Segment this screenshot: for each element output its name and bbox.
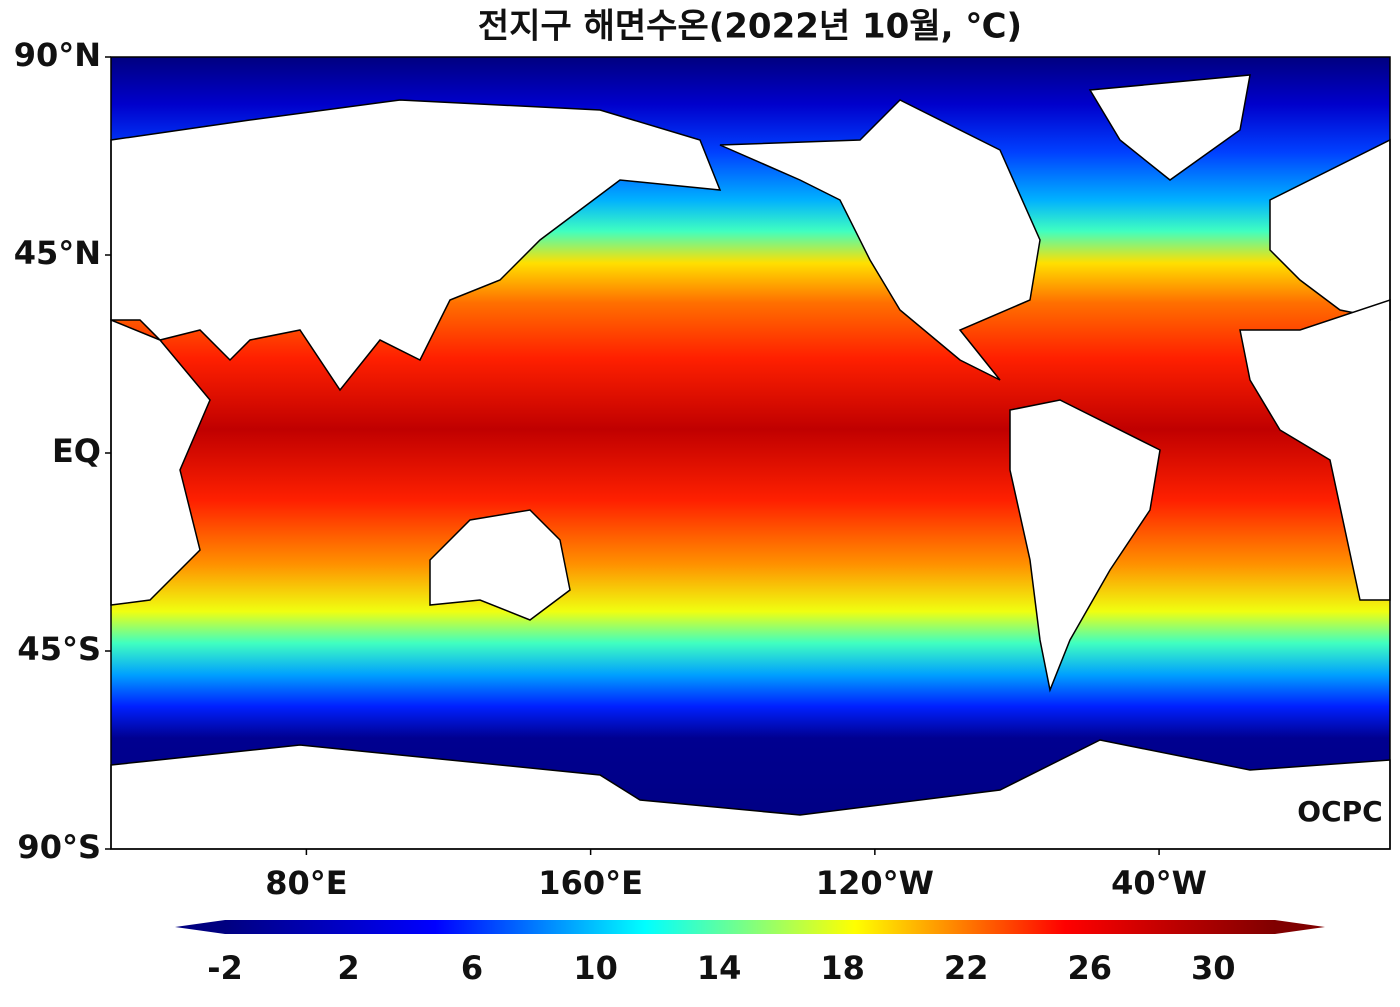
y-tick-label: 90°S	[17, 828, 101, 866]
colorbar	[225, 920, 1275, 934]
colorbar-tick-label: 10	[573, 949, 618, 987]
y-tick-label: 45°S	[17, 630, 101, 668]
colorbar-extend-high	[1275, 920, 1325, 934]
colorbar-tick-label: 18	[820, 949, 865, 987]
colorbar-tick-label: 6	[461, 949, 483, 987]
colorbar-tick-label: -2	[207, 949, 243, 987]
colorbar-tick-label: 30	[1191, 949, 1236, 987]
x-tick-label: 120°W	[816, 864, 934, 902]
x-tick-label: 80°E	[265, 864, 347, 902]
colorbar-tick-label: 14	[697, 949, 742, 987]
colorbar-tick-label: 26	[1067, 949, 1112, 987]
colorbar-tick-label: 2	[337, 949, 359, 987]
map-title: 전지구 해면수온(2022년 10월, ℃)	[478, 7, 1022, 47]
x-tick-label: 160°E	[538, 864, 643, 902]
colorbar-extend-low	[175, 920, 225, 934]
land	[110, 74, 1391, 850]
colorbar-tick-label: 22	[944, 949, 989, 987]
y-tick-label: EQ	[52, 432, 101, 470]
x-tick-label: 40°W	[1111, 864, 1207, 902]
y-tick-label: 45°N	[14, 234, 101, 272]
logo: OCPC	[1297, 795, 1382, 828]
y-tick-label: 90°N	[14, 36, 101, 74]
